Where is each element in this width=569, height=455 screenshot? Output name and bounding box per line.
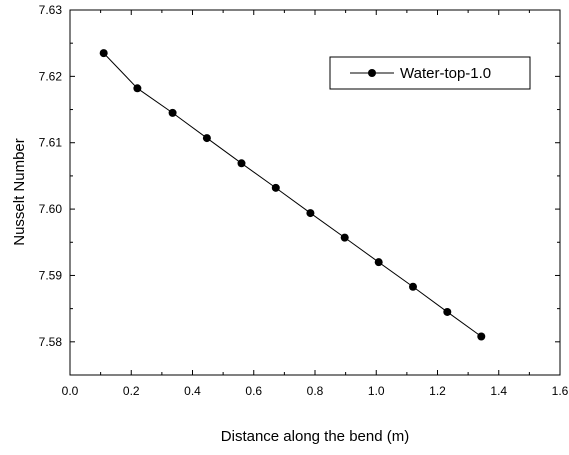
legend: Water-top-1.0 [329, 56, 531, 90]
x-tick-label: 1.6 [552, 384, 569, 398]
series-markers [99, 49, 486, 341]
data-point [202, 134, 211, 143]
y-tick-label: 7.59 [39, 268, 63, 282]
series-line [103, 52, 482, 337]
x-tick-label: 1.4 [490, 384, 507, 398]
x-tick-label: 0.8 [307, 384, 324, 398]
legend-marker [368, 69, 376, 77]
y-tick-label: 7.61 [39, 136, 63, 150]
x-axis-title: Distance along the bend (m) [221, 428, 409, 445]
data-point [443, 307, 452, 316]
y-tick-labels: 7.58 7.59 7.60 7.61 7.62 7.63 [39, 3, 63, 349]
data-point [99, 49, 108, 58]
x-tick-label: 0.6 [245, 384, 262, 398]
y-tick-label: 7.62 [39, 69, 63, 83]
legend-label: Water-top-1.0 [400, 65, 491, 82]
x-tick-label: 0.0 [62, 384, 79, 398]
data-point [306, 209, 315, 218]
y-tick-label: 7.63 [39, 3, 63, 17]
data-point [168, 108, 177, 117]
data-point [133, 84, 142, 93]
x-tick-label: 1.2 [429, 384, 446, 398]
data-point [237, 159, 246, 168]
data-point [409, 282, 417, 291]
data-point [340, 233, 349, 242]
x-tick-label: 1.0 [368, 384, 385, 398]
y-tick-label: 7.60 [39, 202, 63, 216]
data-point [374, 258, 383, 267]
axis-ticks [69, 9, 561, 376]
y-axis-title: Nusselt Number [11, 138, 28, 246]
x-tick-labels: 0.0 0.2 0.4 0.6 0.8 1.0 1.2 1.4 1.6 [62, 384, 569, 398]
data-point [271, 183, 280, 192]
x-tick-label: 0.2 [123, 384, 140, 398]
data-point [477, 332, 486, 341]
y-tick-label: 7.58 [39, 335, 63, 349]
x-tick-label: 0.4 [184, 384, 201, 398]
